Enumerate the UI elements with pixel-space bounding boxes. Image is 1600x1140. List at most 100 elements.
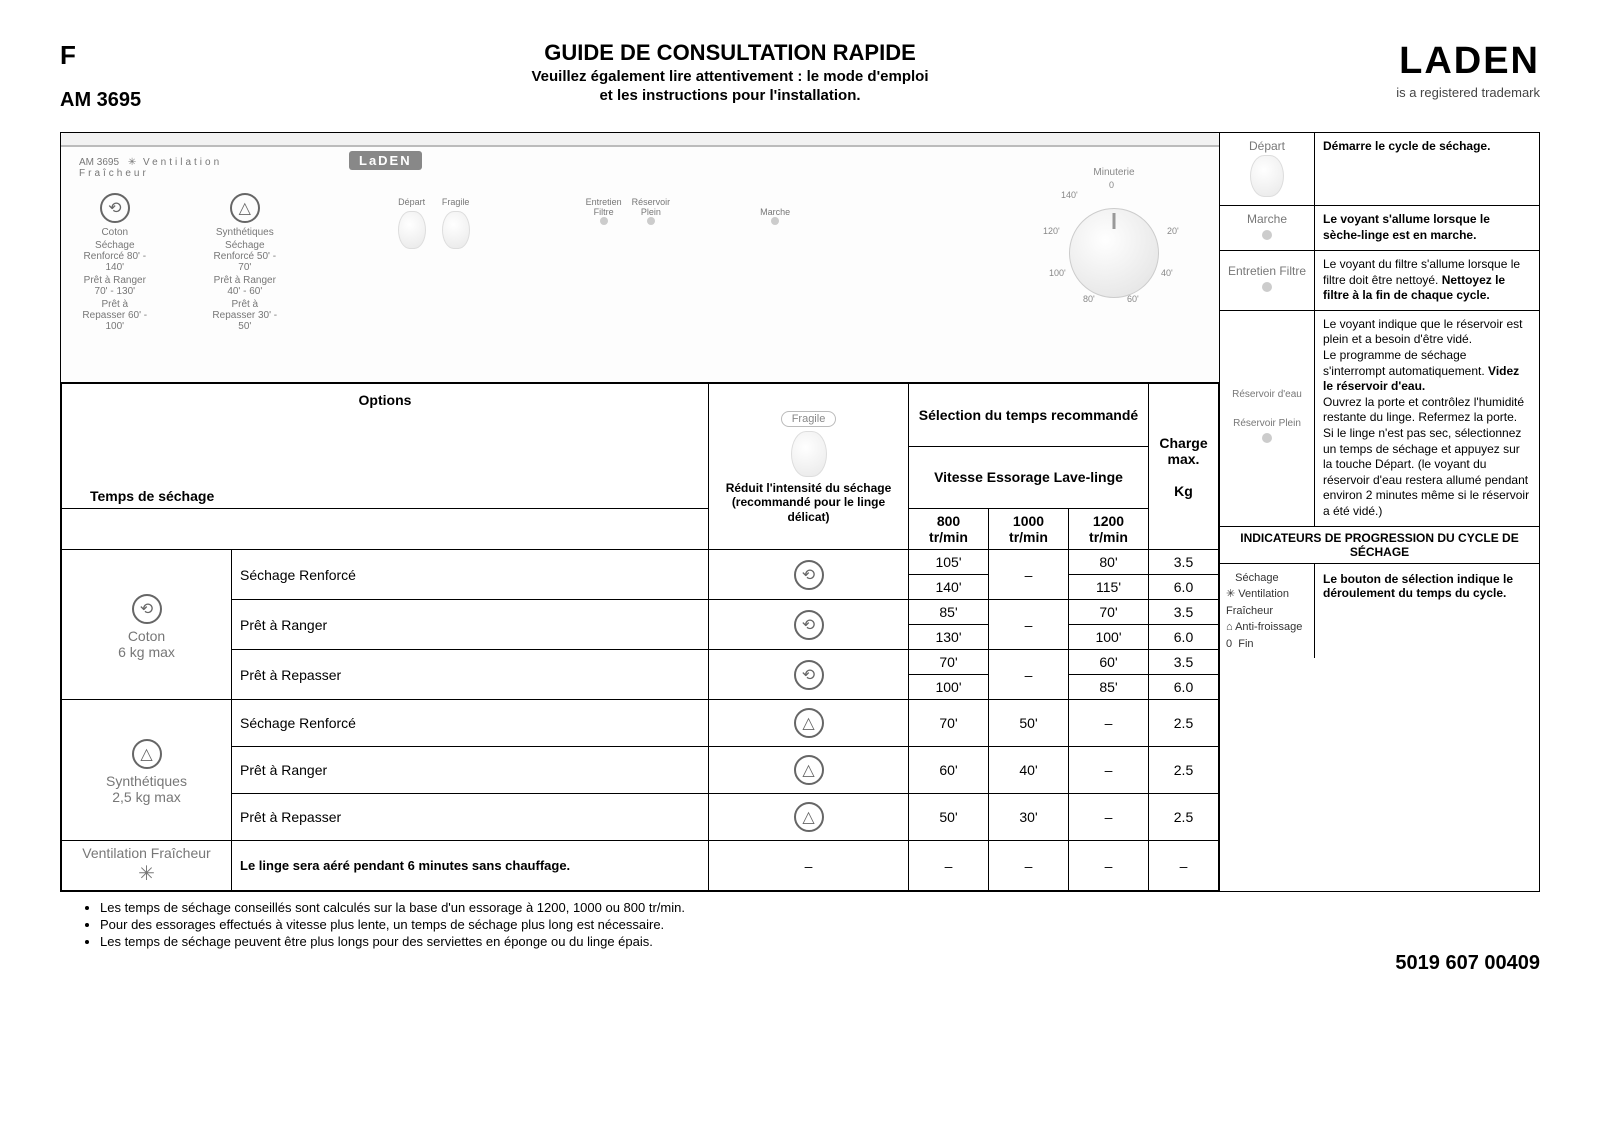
progress-text: Le bouton de sélection indique le déroul… xyxy=(1315,564,1539,659)
coton-category-name: Coton xyxy=(70,628,223,644)
s-sr-kg: 2.5 xyxy=(1149,700,1219,747)
coton-label: Coton xyxy=(79,227,151,238)
c-pr-800b: 130' xyxy=(909,625,989,650)
coton-pr-icon: ⟲ xyxy=(794,610,824,640)
vent-1200: – xyxy=(1069,841,1149,891)
rc-filtre-icon xyxy=(1262,282,1272,292)
fragile-button-graphic xyxy=(791,431,827,477)
rc-marche-icon xyxy=(1262,230,1272,240)
c-pp-800b: 100' xyxy=(909,675,989,700)
header: F AM 3695 GUIDE DE CONSULTATION RAPIDE V… xyxy=(60,40,1540,112)
c-pp-1200b: 85' xyxy=(1069,675,1149,700)
synth-pp-icon: △ xyxy=(794,802,824,832)
tick-40: 40' xyxy=(1161,268,1173,278)
vent-row-label: Le linge sera aéré pendant 6 minutes san… xyxy=(232,841,709,891)
c-pr-1200b: 100' xyxy=(1069,625,1149,650)
document-number: 5019 607 00409 xyxy=(60,952,1540,975)
reservoir-label: Réservoir xyxy=(632,197,671,207)
s-pr-1000: 40' xyxy=(989,747,1069,794)
tick-80: 80' xyxy=(1083,294,1095,304)
coton-icon: ⟲ xyxy=(100,193,130,223)
rc-resv-label1: Réservoir d'eau xyxy=(1232,389,1302,400)
c-pr-kga: 3.5 xyxy=(1149,600,1219,625)
coton-sr-icon: ⟲ xyxy=(794,560,824,590)
indicator-legend: Départ Démarre le cycle de séchage. Marc… xyxy=(1220,132,1540,892)
charge-max-header: Charge max.Kg xyxy=(1149,384,1219,550)
options-header: Options xyxy=(70,392,700,408)
coton-line-1: Séchage Renforcé 80' - 140' xyxy=(79,240,151,273)
tick-0: 0 xyxy=(1109,180,1114,190)
synth-pr-icon: △ xyxy=(794,755,824,785)
synth-line-2: Prêt à Ranger 40' - 60' xyxy=(211,275,279,297)
c-sr-800a: 105' xyxy=(909,550,989,575)
fragile-option-desc: Réduit l'intensité du séchage (recommand… xyxy=(717,481,900,524)
s-pr-kg: 2.5 xyxy=(1149,747,1219,794)
speed-1200: 1200 tr/min xyxy=(1069,509,1149,550)
coton-category-max: 6 kg max xyxy=(70,644,223,660)
plein-label: Plein xyxy=(641,207,661,217)
main-area: AM 3695 ✳ Ventilation Fraîcheur ⟲ Coton … xyxy=(60,132,1540,892)
rc-marche-label: Marche xyxy=(1247,212,1287,226)
synth-line-1: Séchage Renforcé 50' - 70' xyxy=(211,240,279,273)
reservoir-led-icon xyxy=(647,217,655,225)
c-pp-1200a: 60' xyxy=(1069,650,1149,675)
synth-line-3: Prêt à Repasser 30' - 50' xyxy=(211,299,279,332)
tick-100: 100' xyxy=(1049,268,1066,278)
brand-tagline: is a registered trademark xyxy=(1280,85,1540,100)
coton-pp-icon: ⟲ xyxy=(794,660,824,690)
s-sr-800: 70' xyxy=(909,700,989,747)
rc-resv-icon xyxy=(1262,433,1272,443)
vent-opt: – xyxy=(709,841,909,891)
tick-140: 140' xyxy=(1061,190,1078,200)
panel-handle-bar xyxy=(61,133,1219,147)
header-left: F AM 3695 xyxy=(60,40,180,112)
marche-led-icon xyxy=(771,217,779,225)
s-sr-1200: – xyxy=(1069,700,1149,747)
doc-subtitle-2: et les instructions pour l'installation. xyxy=(180,87,1280,104)
c-pp-800a: 70' xyxy=(909,650,989,675)
synth-sr-label: Séchage Renforcé xyxy=(232,700,709,747)
c-sr-kga: 3.5 xyxy=(1149,550,1219,575)
c-pr-800a: 85' xyxy=(909,600,989,625)
synth-category-icon: △ xyxy=(132,739,162,769)
c-sr-1200b: 115' xyxy=(1069,575,1149,600)
vent-1000: – xyxy=(989,841,1069,891)
depart-button-icon xyxy=(398,211,426,249)
synth-pr-label: Prêt à Ranger xyxy=(232,747,709,794)
c-pr-1000: – xyxy=(989,600,1069,650)
vent-category-name: Ventilation Fraîcheur xyxy=(70,845,223,861)
panel-logo: LaDEN xyxy=(349,151,422,170)
fragile-option-label: Fragile xyxy=(781,411,837,427)
synth-category-max: 2,5 kg max xyxy=(70,789,223,805)
filtre-label: Filtre xyxy=(594,207,614,217)
vent-kg: – xyxy=(1149,841,1219,891)
speed-1000: 1000 tr/min xyxy=(989,509,1069,550)
synth-pp-label: Prêt à Repasser xyxy=(232,794,709,841)
spin-speed-header: Vitesse Essorage Lave-linge xyxy=(909,446,1149,509)
timer-knob-icon xyxy=(1069,208,1159,298)
rc-depart-label: Départ xyxy=(1249,139,1285,153)
control-panel-diagram: AM 3695 ✳ Ventilation Fraîcheur ⟲ Coton … xyxy=(61,133,1219,383)
synth-icon: △ xyxy=(230,193,260,223)
c-sr-800b: 140' xyxy=(909,575,989,600)
coton-pr-label: Prêt à Ranger xyxy=(232,600,709,650)
doc-subtitle-1: Veuillez également lire attentivement : … xyxy=(180,68,1280,85)
minuterie-dial: Minuterie 0 140' 120' 100' 80' 60' 40' 2… xyxy=(1049,167,1179,312)
region-code: F xyxy=(60,40,180,71)
c-pp-1000: – xyxy=(989,650,1069,700)
footnote-1: Les temps de séchage conseillés sont cal… xyxy=(100,900,1540,915)
speed-800: 800 tr/min xyxy=(909,509,989,550)
s-pp-800: 50' xyxy=(909,794,989,841)
drying-table: Options Temps de séchage Fragile Réduit … xyxy=(61,383,1219,891)
s-pp-1000: 30' xyxy=(989,794,1069,841)
s-pp-kg: 2.5 xyxy=(1149,794,1219,841)
left-column: AM 3695 ✳ Ventilation Fraîcheur ⟲ Coton … xyxy=(60,132,1220,892)
s-pr-800: 60' xyxy=(909,747,989,794)
coton-category-icon: ⟲ xyxy=(132,594,162,624)
c-sr-1000: – xyxy=(989,550,1069,600)
rc-marche-text: Le voyant s'allume lorsque le sèche-ling… xyxy=(1315,206,1539,250)
rc-resv-text: Le voyant indique que le réservoir est p… xyxy=(1315,311,1539,526)
temps-header: Temps de séchage xyxy=(70,488,700,504)
header-right: LADEN is a registered trademark xyxy=(1280,40,1540,100)
tick-20: 20' xyxy=(1167,226,1179,236)
